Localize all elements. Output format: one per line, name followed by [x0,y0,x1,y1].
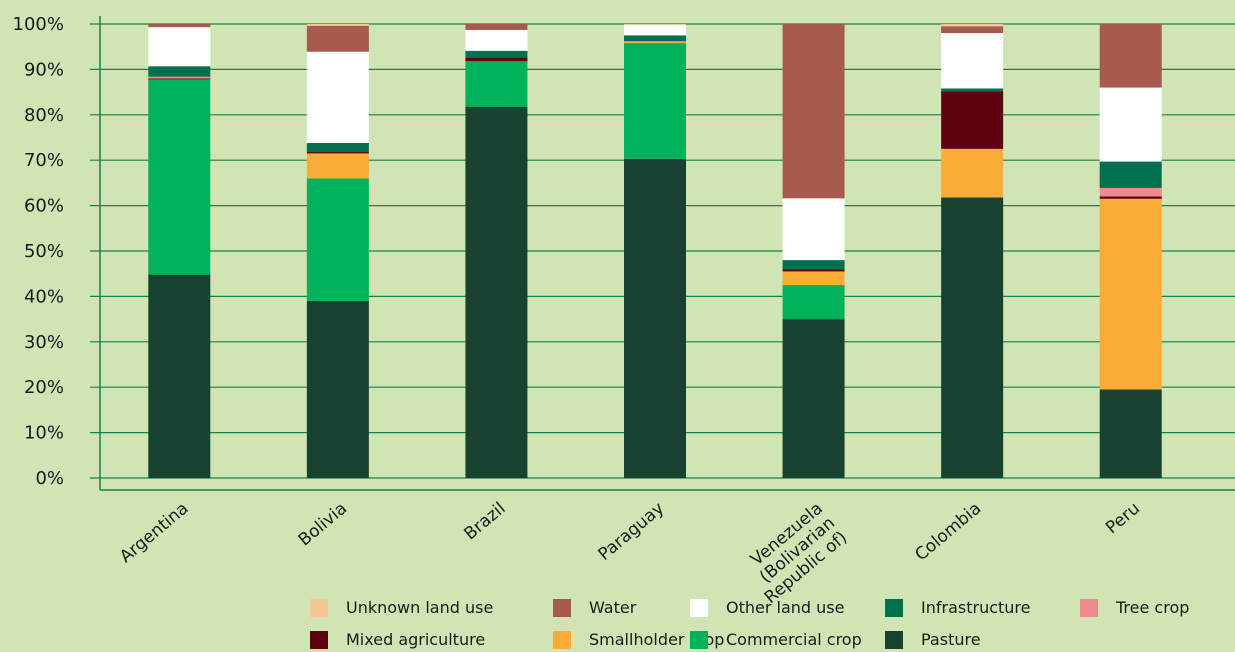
legend: Unknown land use Water Other land use Infra… [310,592,1235,652]
bar-segment [465,24,528,30]
legend-swatch [310,630,328,649]
bar-segment [465,57,528,62]
legend-swatch [885,630,903,649]
bar-segment [465,29,528,51]
bar-segment [782,260,845,270]
bar-segment [624,24,686,25]
legend-swatch [690,598,708,617]
bar-segment [465,50,528,58]
bar-segment [782,24,845,199]
y-tick-label: 100% [13,14,64,35]
bar-segment [1099,187,1162,197]
legend-item: Unknown land use [310,598,493,617]
bar-segment [148,27,211,67]
bar-segment [624,35,686,42]
bar-segment [148,78,211,80]
bar-segment [1099,161,1162,188]
y-tick-label: 40% [24,286,64,307]
bar-segment [306,51,369,143]
y-tick-label: 70% [24,150,64,171]
legend-item: Other land use [690,598,844,617]
bar-segment [148,79,211,275]
y-tick-label: 50% [24,241,64,262]
bar-segment [624,41,686,44]
bar-segment [941,24,1004,27]
legend-item: Infrastructure [885,598,1030,617]
legend-swatch [310,598,328,617]
x-tick-label: Brazil [460,499,509,545]
legend-label: Pasture [921,630,981,649]
bar-segment [782,285,845,320]
bars [148,24,1162,479]
legend-label: Commercial crop [726,630,862,649]
bar-segment [306,142,369,153]
legend-label: Other land use [726,598,845,617]
legend-swatch [553,630,571,649]
bar-segment [306,25,369,52]
legend-item: Mixed agriculture [310,630,485,649]
y-tick-label: 80% [24,105,64,126]
bar-segment [782,198,845,261]
legend-item: Water [553,598,636,617]
y-tick-labels: 0% 10% 20% 30% 40% 50% 60% 70% 80% 90% 100% [13,14,64,489]
x-tick-label: Colombia [911,499,985,566]
y-tick-label: 20% [24,377,64,398]
bar-segment [624,43,686,159]
legend-item: Commercial crop [690,630,862,649]
bar-segment [1099,196,1162,199]
bar-segment [782,269,845,272]
bar-segment [306,152,369,154]
x-tick-label: Argentina [116,499,192,568]
bar-segment [306,300,369,478]
legend-label: Tree crop [1116,598,1190,617]
legend-label: Mixed agriculture [346,630,486,649]
bar-segment [624,158,686,478]
y-tick-label: 60% [24,196,64,217]
legend-swatch [1080,598,1098,617]
axes [99,16,1235,491]
x-tick-label: Bolivia [295,499,351,551]
bar-segment [941,197,1004,479]
legend-item: Tree crop [1080,598,1189,617]
bar-segment [782,319,845,478]
bar-segment [1099,198,1162,390]
bar-segment [941,26,1004,34]
bar-segment [941,91,1004,149]
bar-segment [148,66,211,77]
legend-item: Pasture [885,630,981,649]
y-tick-label: 90% [24,59,64,80]
bar-segment [306,178,369,301]
legend-swatch [885,598,903,617]
legend-label: Water [589,598,637,617]
y-tick-label: 0% [35,468,64,489]
bar-segment [941,88,1004,92]
y-tick-label: 30% [24,332,64,353]
legend-label: Unknown land use [346,598,494,617]
x-tick-label: Paraguay [595,499,669,565]
x-tick-label: Peru [1102,499,1144,539]
bar-segment [306,153,369,179]
bar-segment [148,76,211,79]
bar-segment [465,61,528,107]
bar-segment [465,106,528,479]
bar-segment [148,274,211,478]
bar-segment [624,24,686,36]
legend-swatch [553,598,571,617]
bar-segment [1099,87,1162,162]
legend-swatch [690,630,708,649]
y-tick-label: 10% [24,423,64,444]
bar-segment [941,33,1004,89]
bar-segment [1099,389,1162,478]
bar-segment [148,24,211,28]
bar-segment [306,24,369,26]
bar-segment [941,148,1004,198]
legend-label: Infrastructure [921,598,1031,617]
bar-segment [782,271,845,286]
bar-segment [1099,24,1162,88]
